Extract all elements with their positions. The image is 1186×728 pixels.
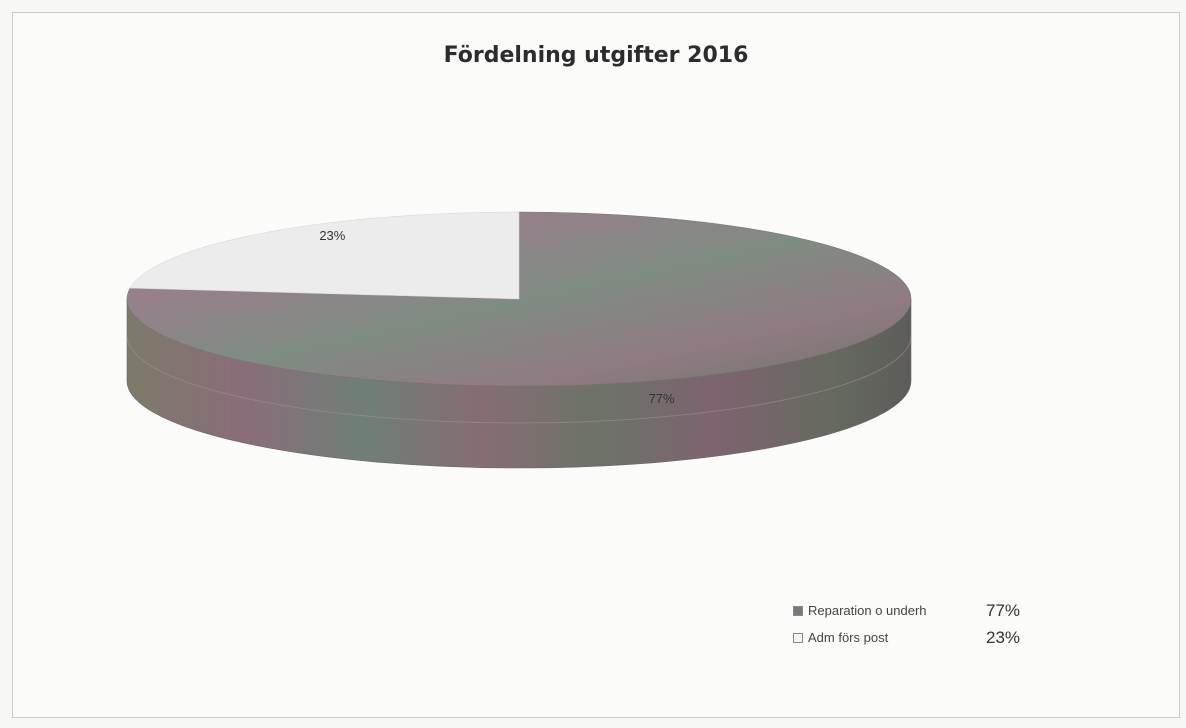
pie-slice-adm [129,211,520,300]
chart-legend: Reparation o underh 77% Adm förs post 23… [793,597,1020,651]
legend-label-reparation: Reparation o underh [808,603,927,618]
legend-entry-reparation: Reparation o underh 77% [793,597,1020,624]
chart-frame: Fördelning utgifter 2016 77% 23% [12,12,1180,718]
data-label-adm: 23% [319,228,345,243]
legend-label-adm: Adm förs post [808,630,889,645]
pie-slice-reparation [126,211,912,387]
legend-entry-adm: Adm förs post 23% [793,624,1020,651]
legend-swatch-adm [793,632,803,643]
data-label-reparation: 77% [649,391,675,406]
chart-title: Fördelning utgifter 2016 [443,43,749,68]
pie-chart: 77% 23% [126,211,912,469]
legend-swatch-reparation [793,605,803,616]
legend-value-adm: 23% [986,627,1021,647]
pie-side-highlight [126,335,912,424]
legend-value-reparation: 77% [986,600,1021,620]
